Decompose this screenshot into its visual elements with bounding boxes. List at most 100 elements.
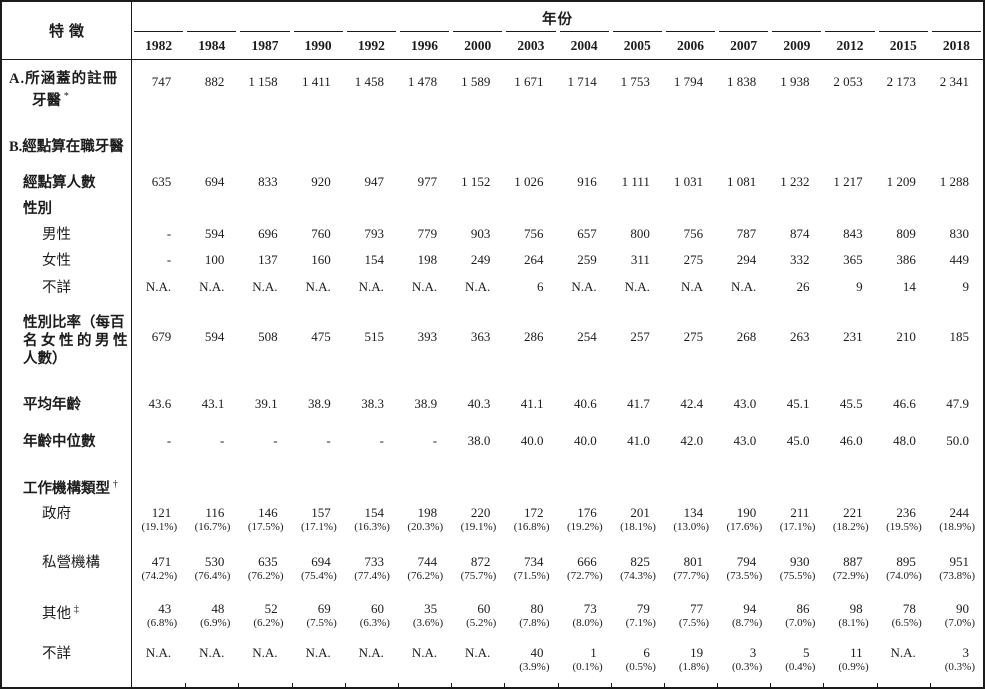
data-cell: 268 [717, 329, 770, 388]
year-header-2006: 2006 [676, 37, 704, 53]
year-underline-segment [240, 30, 290, 32]
cell-value: 78 [902, 601, 916, 616]
cell-value: 172 [524, 505, 544, 520]
cell-value: 38.0 [467, 433, 491, 448]
data-cell: 11 (0.9%) [823, 645, 876, 688]
data-cell: 3 (0.3%) [930, 645, 983, 688]
cell-value: 134 [683, 505, 704, 520]
cell-value: 190 [736, 505, 757, 520]
cell-value: 263 [789, 329, 810, 344]
cell-value: 1 026 [514, 174, 544, 189]
cell-percentage: (17.6%) [726, 521, 763, 533]
cell-value: 363 [470, 329, 491, 344]
cell-value: N.A. [624, 279, 650, 294]
data-cell: N.A. [451, 645, 504, 688]
row-label-line: 不詳 [42, 280, 71, 296]
cell-value: 46.6 [893, 396, 916, 411]
table-row-workplace-type-section: 工作機構類型 † [2, 463, 983, 498]
cell-value: 887 [843, 554, 863, 569]
table-row-others: 其他 ‡ 43 (6.8%) 48 (6.9%) 52 (6.2%) 69 (7.5%) 60 (6… [2, 598, 983, 643]
cell-value: 666 [577, 554, 597, 569]
year-header-2007: 2007 [730, 37, 758, 53]
data-cell: 1 458 [345, 74, 398, 125]
year-header-2009: 2009 [783, 37, 811, 53]
row-cells-sex-unknown: N.A. N.A. N.A. N.A. N.A. N.A. N.A. 6 N.A. N.A. N.A… [132, 275, 983, 303]
row-label-male: 男性 [2, 222, 132, 249]
data-cell: 635 (76.2%) [238, 554, 291, 598]
data-cell: 160 [292, 252, 345, 275]
data-cell: 40.3 [451, 396, 504, 423]
cell-value: N.A. [411, 645, 438, 660]
data-cell: 1 288 [930, 174, 983, 198]
cell-value: 38.9 [308, 396, 331, 411]
cell-value: 11 [850, 645, 863, 660]
table-row-sex-section: 性別 [2, 198, 983, 222]
cell-value: 286 [524, 329, 544, 344]
data-cell: N.A [664, 279, 717, 303]
data-cell: 1 411 [292, 74, 345, 125]
data-cell: 1 031 [664, 174, 717, 198]
cell-value: N.A. [890, 645, 916, 660]
cell-value: - [166, 226, 172, 241]
cell-value: 874 [789, 226, 810, 241]
data-cell: N.A. [398, 645, 451, 688]
data-cell: 41.0 [611, 433, 664, 463]
cell-value: 508 [258, 329, 278, 344]
data-cell: 185 [930, 329, 983, 388]
data-cell: 1 838 [717, 74, 770, 125]
data-cell: 5 (0.4%) [770, 645, 823, 688]
row-label-line: 人數） [23, 351, 67, 367]
column-tick [929, 683, 931, 687]
year-underline-segment [612, 30, 662, 32]
cell-value: 73 [583, 601, 597, 616]
year-header-2018: 2018 [942, 37, 970, 53]
data-cell: 830 [930, 226, 983, 249]
data-cell: N.A. [292, 279, 345, 303]
column-tick [663, 683, 665, 687]
row-label-line: 不詳 [42, 646, 71, 662]
data-cell: N.A. [717, 279, 770, 303]
cell-value: 744 [417, 554, 438, 569]
row-label-government: 政府 [2, 498, 132, 548]
cell-value: 2 053 [833, 74, 863, 89]
data-cell: N.A. [611, 279, 664, 303]
data-cell: 78 (6.5%) [877, 601, 930, 643]
data-cell: 787 [717, 226, 770, 249]
cell-value: 3 [962, 645, 970, 660]
cell-value: 259 [577, 252, 597, 267]
footnote-marker: † [112, 479, 118, 490]
cell-value: 160 [311, 252, 331, 267]
data-cell: 666 (72.7%) [558, 554, 611, 598]
data-cell: 2 053 [823, 74, 876, 125]
data-cell: 275 [664, 329, 717, 388]
cell-value: 1 589 [461, 74, 491, 89]
data-cell: 220 (19.1%) [451, 505, 504, 548]
cell-percentage: (76.2%) [407, 570, 444, 582]
data-cell: 9 [823, 279, 876, 303]
data-cell: 1 111 [611, 174, 664, 198]
cell-percentage: (0.5%) [625, 661, 656, 673]
data-cell: 275 [664, 252, 717, 275]
data-cell: 90 (7.0%) [930, 601, 983, 643]
cell-value: N.A. [730, 279, 757, 294]
data-cell: 756 [504, 226, 557, 249]
cell-value: 386 [896, 252, 916, 267]
row-label-line: B.經點算在職牙醫 [9, 139, 124, 155]
cell-value: 594 [204, 329, 225, 344]
cell-value: 594 [204, 226, 225, 241]
column-tick [610, 683, 612, 687]
data-cell: 46.0 [823, 433, 876, 463]
cell-value: 800 [630, 226, 650, 241]
data-cell: 172 (16.8%) [504, 505, 557, 548]
data-cell: 1 753 [611, 74, 664, 125]
cell-value: 920 [311, 174, 331, 189]
column-tick [397, 683, 399, 687]
data-cell: 1 152 [451, 174, 504, 198]
year-header-1992: 1992 [357, 37, 385, 53]
data-cell: 198 [398, 252, 451, 275]
cell-percentage: (0.3%) [944, 661, 975, 673]
column-tick [557, 683, 559, 687]
cell-value: 2 173 [886, 74, 916, 89]
data-cell: 471 (74.2%) [132, 554, 185, 598]
cell-value: 154 [364, 252, 384, 267]
